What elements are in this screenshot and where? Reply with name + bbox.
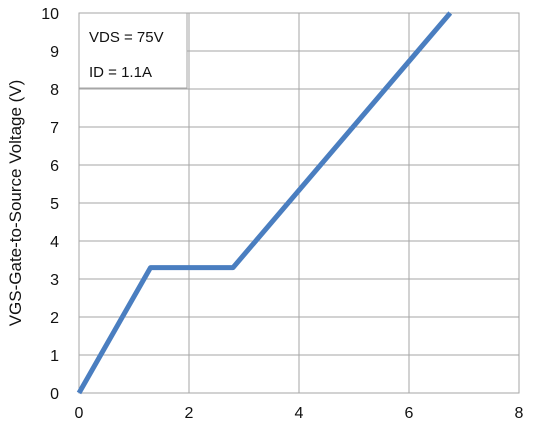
grid — [78, 12, 520, 394]
y-tick-label-0: 0 — [50, 386, 59, 403]
x-tick-label-4: 8 — [515, 405, 524, 422]
x-tick-labels: 0 2 4 6 8 — [75, 405, 524, 422]
y-tick-label-9: 9 — [50, 44, 59, 61]
x-tick-label-2: 4 — [295, 405, 304, 422]
y-axis-label: VGS-Gate-to-Source Voltage (V) — [6, 80, 25, 327]
y-tick-label-5: 5 — [50, 196, 59, 213]
y-tick-label-1: 1 — [50, 348, 59, 365]
y-tick-label-6: 6 — [50, 158, 59, 175]
x-tick-label-3: 6 — [405, 405, 414, 422]
annotation-box: VDS = 75V ID = 1.1A — [78, 12, 188, 89]
y-tick-label-3: 3 — [50, 272, 59, 289]
y-tick-labels: 0 1 2 3 4 5 6 7 8 9 10 — [41, 6, 59, 403]
y-tick-label-8: 8 — [50, 82, 59, 99]
series-group — [76, 11, 453, 395]
y-tick-label-2: 2 — [50, 310, 59, 327]
y-tick-label-4: 4 — [50, 234, 59, 251]
annotation-vds: VDS = 75V — [89, 29, 164, 46]
annotation-id: ID = 1.1A — [89, 64, 152, 81]
y-tick-label-7: 7 — [50, 120, 59, 137]
x-tick-label-0: 0 — [75, 405, 84, 422]
series-line-0 — [76, 11, 453, 395]
plot-border — [78, 12, 520, 394]
x-tick-label-1: 2 — [185, 405, 194, 422]
y-tick-label-10: 10 — [41, 6, 59, 23]
